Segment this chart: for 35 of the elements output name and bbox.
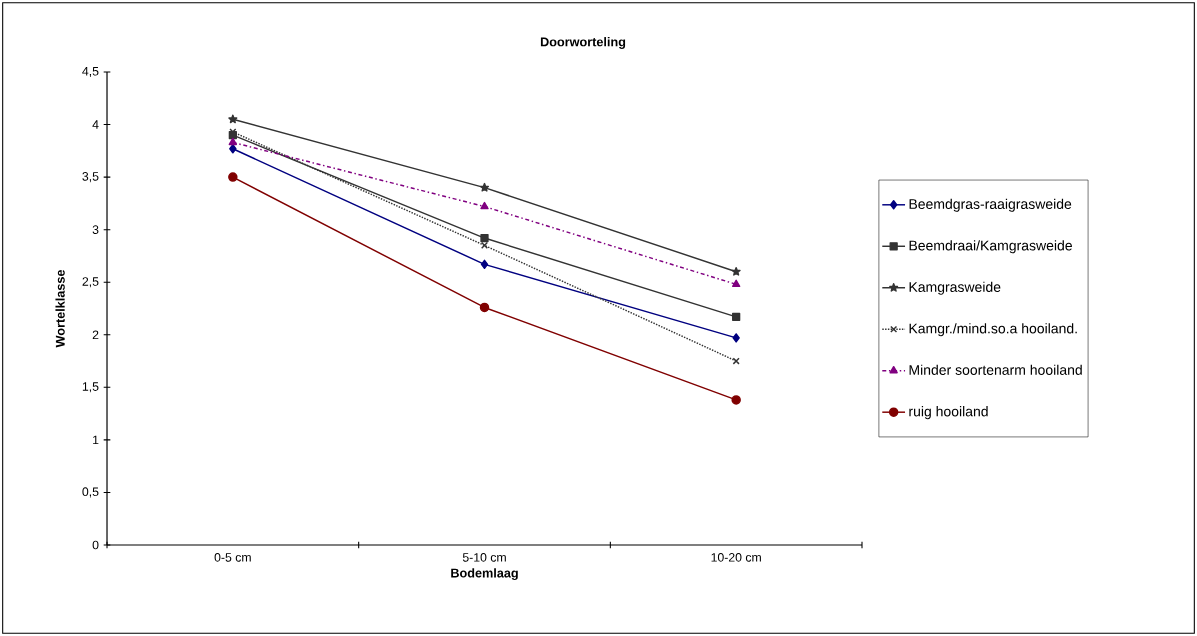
point xyxy=(479,302,490,313)
y-tick-label: 4 xyxy=(92,120,99,129)
legend-label: Kamgrasweide xyxy=(909,281,1001,295)
point xyxy=(479,182,490,192)
point xyxy=(480,233,489,243)
point xyxy=(480,201,489,210)
y-tick-label: 1,5 xyxy=(82,382,99,393)
chart-title: Doorworteling xyxy=(540,37,626,49)
legend-label: Kamgr./mind.so.a hooiland. xyxy=(909,323,1077,337)
point xyxy=(731,395,741,405)
y-tick-label: 0 xyxy=(92,540,99,550)
y-axis-title: Wortelklasse xyxy=(55,269,65,348)
x-axis-title: Bodemlaag xyxy=(451,568,518,581)
point xyxy=(732,312,741,322)
legend-label: Beemdgras-raaigrasweide xyxy=(909,198,1072,212)
legend-label: ruig hooiland xyxy=(909,406,988,420)
point xyxy=(480,259,489,270)
y-tick-label: 3,5 xyxy=(82,172,99,183)
point xyxy=(731,266,741,276)
x-tick-label: 10-20 cm xyxy=(711,553,761,562)
y-tick-label: 4,5 xyxy=(82,66,99,77)
x-tick-label: 0-5 cm xyxy=(214,553,251,562)
y-tick-label: 0,5 xyxy=(82,487,99,498)
legend-label: Beemdraai/Kamgrasweide xyxy=(909,240,1072,254)
legend-label: Minder soortenarm hooiland xyxy=(909,364,1082,375)
point xyxy=(731,279,741,288)
x-tick-label: 5-10 cm xyxy=(462,553,506,562)
point xyxy=(732,333,740,343)
y-tick-label: 3 xyxy=(92,225,99,235)
y-tick-label: 2 xyxy=(92,330,99,340)
y-tick-label: 2,5 xyxy=(82,277,99,288)
point xyxy=(228,137,238,146)
y-tick-label: 1 xyxy=(93,435,99,445)
point xyxy=(228,172,238,182)
point xyxy=(228,114,238,124)
